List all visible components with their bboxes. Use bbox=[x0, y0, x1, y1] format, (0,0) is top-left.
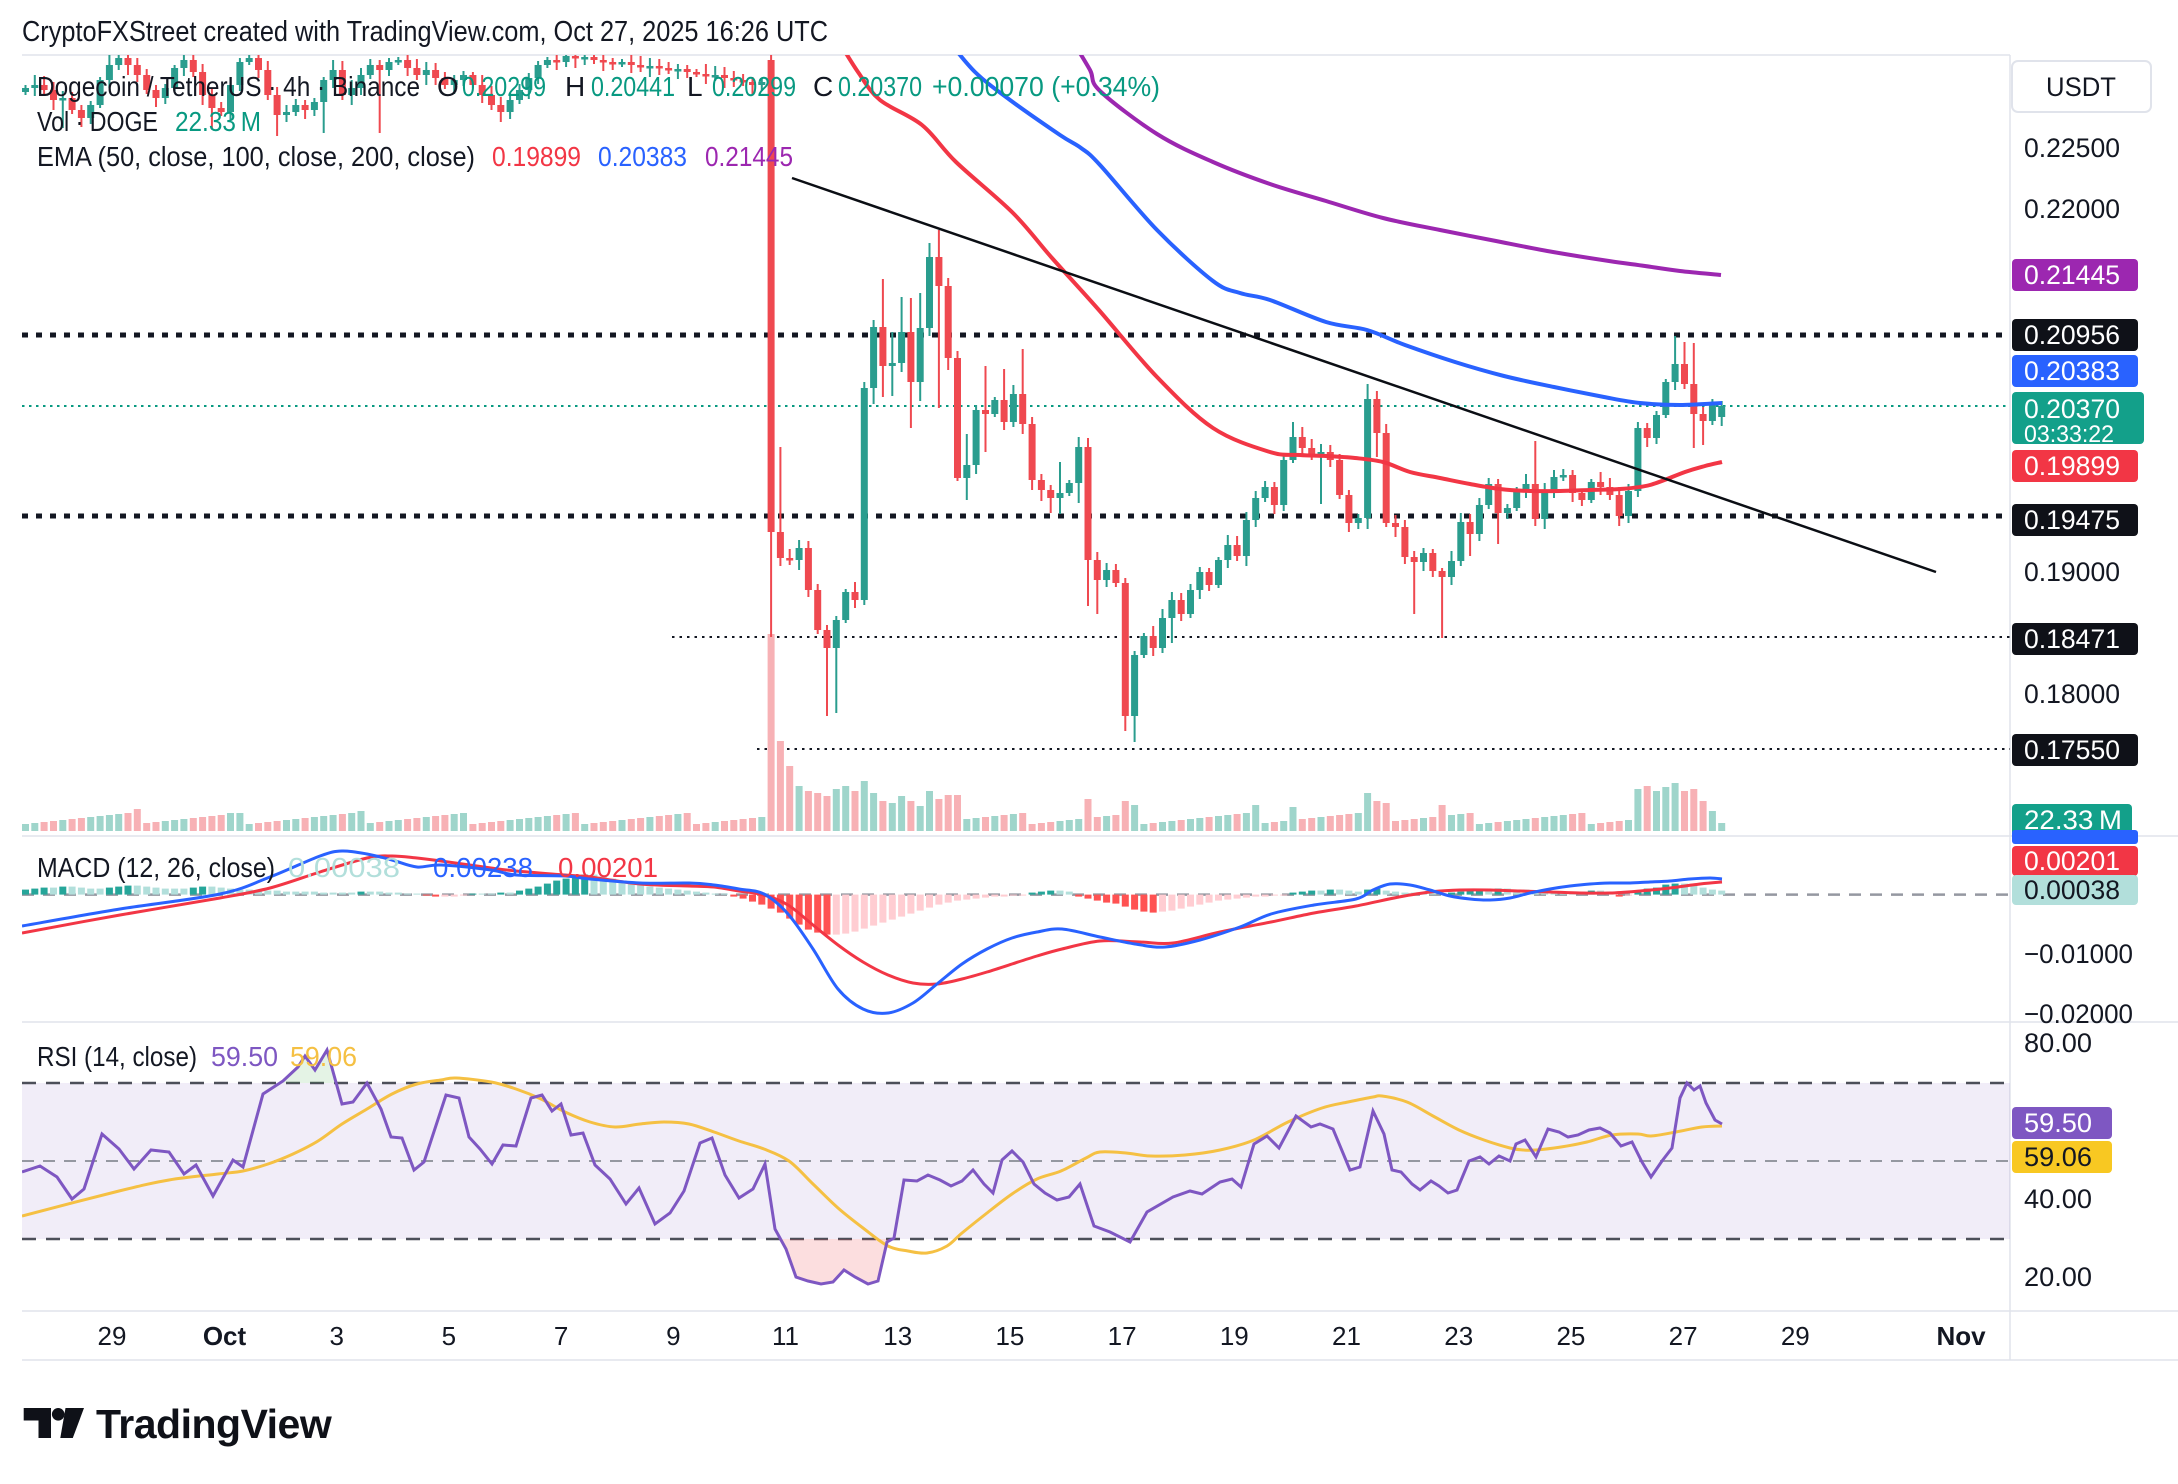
svg-text:21: 21 bbox=[1332, 1321, 1361, 1351]
svg-text:0.19899: 0.19899 bbox=[2024, 451, 2120, 481]
svg-text:0.00238: 0.00238 bbox=[433, 852, 533, 883]
svg-text:RSI (14, close): RSI (14, close) bbox=[37, 1041, 197, 1072]
svg-text:0.00038: 0.00038 bbox=[288, 852, 400, 883]
svg-text:59.50: 59.50 bbox=[211, 1041, 278, 1072]
svg-text:0.20956: 0.20956 bbox=[2024, 320, 2120, 350]
svg-text:0.00038: 0.00038 bbox=[2024, 875, 2120, 905]
svg-text:CryptoFXStreet created with Tr: CryptoFXStreet created with TradingView.… bbox=[22, 16, 828, 48]
svg-text:9: 9 bbox=[666, 1321, 680, 1351]
svg-text:29: 29 bbox=[98, 1321, 127, 1351]
svg-text:0.21445: 0.21445 bbox=[2024, 260, 2120, 290]
svg-text:27: 27 bbox=[1669, 1321, 1698, 1351]
svg-text:59.06: 59.06 bbox=[290, 1041, 357, 1072]
svg-text:0.22000: 0.22000 bbox=[2024, 194, 2120, 224]
svg-text:0.19000: 0.19000 bbox=[2024, 557, 2120, 587]
svg-text:20.00: 20.00 bbox=[2024, 1262, 2092, 1292]
svg-text:Vol · DOGE: Vol · DOGE bbox=[37, 106, 158, 137]
svg-text:0.18471: 0.18471 bbox=[2024, 624, 2120, 654]
svg-text:0.22500: 0.22500 bbox=[2024, 133, 2120, 163]
svg-text:Dogecoin / TetherUS · 4h · Bin: Dogecoin / TetherUS · 4h · Binance bbox=[37, 71, 420, 102]
svg-text:3: 3 bbox=[329, 1321, 343, 1351]
svg-text:29: 29 bbox=[1781, 1321, 1810, 1351]
svg-text:19: 19 bbox=[1220, 1321, 1249, 1351]
svg-text:Nov: Nov bbox=[1936, 1321, 1986, 1351]
svg-text:Oct: Oct bbox=[203, 1321, 247, 1351]
svg-text:0.19899: 0.19899 bbox=[492, 141, 581, 172]
svg-text:59.50: 59.50 bbox=[2024, 1108, 2092, 1138]
svg-text:03:33:22: 03:33:22 bbox=[2024, 421, 2114, 448]
svg-text:USDT: USDT bbox=[2046, 72, 2116, 102]
svg-text:L: L bbox=[687, 71, 703, 102]
svg-text:0.20441: 0.20441 bbox=[591, 71, 675, 102]
svg-text:+0.00070 (+0.34%): +0.00070 (+0.34%) bbox=[932, 71, 1160, 102]
svg-text:−0.02000: −0.02000 bbox=[2024, 999, 2133, 1029]
svg-text:13: 13 bbox=[883, 1321, 912, 1351]
svg-text:25: 25 bbox=[1556, 1321, 1585, 1351]
svg-text:0.20299: 0.20299 bbox=[712, 71, 796, 102]
svg-text:0.20370: 0.20370 bbox=[838, 71, 922, 102]
svg-text:5: 5 bbox=[442, 1321, 456, 1351]
svg-text:C: C bbox=[813, 71, 833, 102]
svg-text:−0.01000: −0.01000 bbox=[2024, 939, 2133, 969]
svg-text:80.00: 80.00 bbox=[2024, 1028, 2092, 1058]
svg-text:EMA (50, close, 100, close, 20: EMA (50, close, 100, close, 200, close) bbox=[37, 141, 475, 172]
svg-text:40.00: 40.00 bbox=[2024, 1184, 2092, 1214]
svg-text:H: H bbox=[565, 71, 585, 102]
svg-text:0.21445: 0.21445 bbox=[705, 141, 793, 172]
svg-text:0.20383: 0.20383 bbox=[598, 141, 687, 172]
svg-text:15: 15 bbox=[995, 1321, 1024, 1351]
svg-text:17: 17 bbox=[1108, 1321, 1137, 1351]
svg-text:0.00201: 0.00201 bbox=[558, 852, 658, 883]
svg-text:0.20383: 0.20383 bbox=[2024, 356, 2120, 386]
svg-text:O: O bbox=[437, 71, 459, 102]
svg-text:TradingView: TradingView bbox=[96, 1401, 332, 1447]
svg-text:0.17550: 0.17550 bbox=[2024, 735, 2120, 765]
svg-text:23: 23 bbox=[1444, 1321, 1473, 1351]
svg-text:0.00201: 0.00201 bbox=[2024, 846, 2120, 876]
svg-text:22.33 M: 22.33 M bbox=[175, 106, 261, 137]
svg-text:0.20299: 0.20299 bbox=[462, 71, 546, 102]
svg-text:7: 7 bbox=[554, 1321, 568, 1351]
svg-text:MACD (12, 26, close): MACD (12, 26, close) bbox=[37, 852, 275, 883]
svg-text:59.06: 59.06 bbox=[2024, 1142, 2092, 1172]
svg-text:0.19475: 0.19475 bbox=[2024, 505, 2120, 535]
svg-text:11: 11 bbox=[772, 1321, 799, 1351]
svg-text:0.20370: 0.20370 bbox=[2024, 394, 2120, 424]
svg-text:0.18000: 0.18000 bbox=[2024, 679, 2120, 709]
